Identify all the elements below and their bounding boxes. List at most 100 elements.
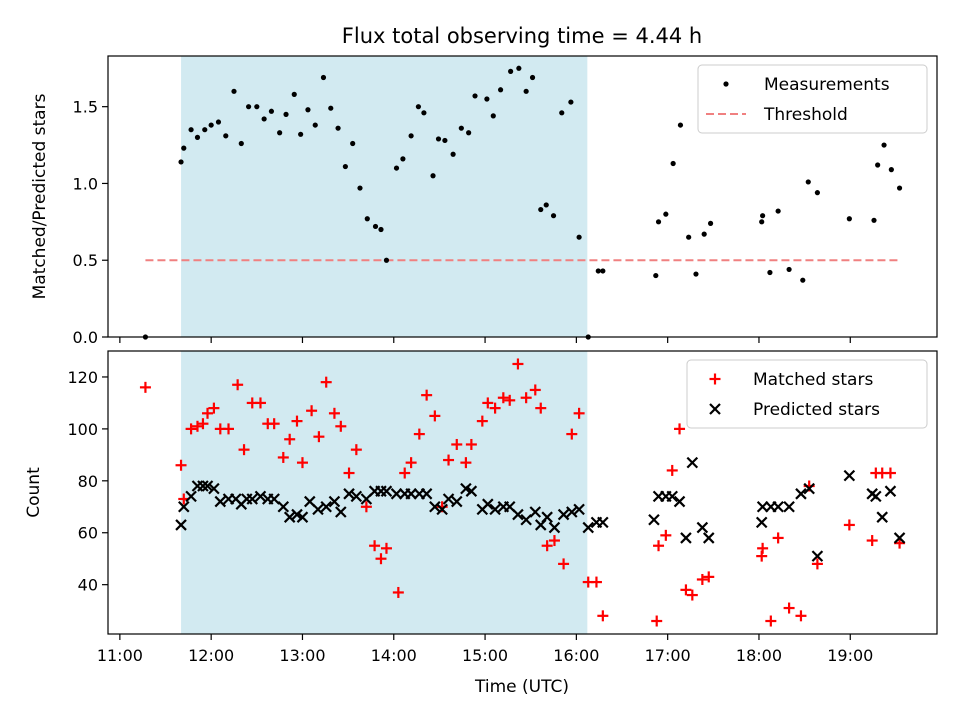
measurement-point [655, 219, 662, 225]
matched-star-point [811, 558, 823, 570]
matched-star-point [380, 542, 392, 554]
measurement-point [550, 213, 557, 219]
x-marker-b [566, 506, 578, 518]
y-axis-label: Count [24, 467, 44, 518]
measurement-point [516, 65, 522, 71]
measurement-point [800, 277, 806, 283]
predicted-star-point [696, 521, 709, 534]
measurement-point [466, 130, 472, 136]
measurement-point [408, 133, 414, 139]
x-marker-b [696, 521, 709, 534]
measurement-point [350, 140, 356, 147]
count-panel: 40 60 80 100 120 11:00 12:00 13:00 14:00 15:00 16:… [24, 350, 938, 665]
predicted-star-point [436, 503, 448, 516]
x-marker-b [268, 493, 280, 505]
predicted-star-point [529, 506, 542, 518]
predicted-star-point [870, 490, 882, 503]
matched-star-point [460, 457, 472, 469]
x-tick-label: 19:00 [827, 646, 873, 665]
predicted-star-point [442, 493, 455, 505]
measurement-point [767, 269, 773, 276]
x-tick-label: 11:00 [97, 646, 143, 665]
predicted-star-point [420, 488, 433, 500]
predicted-star-point [283, 511, 296, 523]
x-marker-b [420, 488, 433, 500]
series-matched-stars [139, 358, 906, 627]
predicted-star-point [573, 503, 585, 516]
measurement-point [277, 130, 283, 136]
matched-star-point [296, 457, 308, 469]
x-marker-b [283, 511, 296, 523]
matched-star-point [369, 540, 381, 552]
measurement-point [881, 142, 887, 148]
measurement-point [701, 231, 707, 237]
measurement-point [223, 133, 229, 139]
predicted-star-point [277, 501, 290, 513]
measurement-point [775, 208, 781, 214]
measurement-point [896, 185, 903, 191]
predicted-star-point [254, 490, 267, 503]
predicted-star-point [686, 456, 699, 469]
matched-star-point [696, 573, 708, 585]
matched-star-point [666, 464, 678, 476]
predicted-star-point [673, 495, 686, 508]
matched-star-point [680, 584, 692, 596]
y-tick-label: 80 [78, 472, 98, 491]
matched-star-point [335, 420, 347, 432]
measurement-point [393, 165, 400, 171]
matched-star-point [566, 428, 578, 440]
measurement-point [194, 134, 201, 140]
x-marker-b [230, 493, 242, 505]
matched-star-point [139, 381, 151, 393]
y-tick-label: 100 [67, 420, 98, 439]
matched-star-point [313, 431, 325, 443]
x-marker-b [442, 493, 455, 505]
predicted-star-point [541, 511, 553, 523]
predicted-star-point [566, 506, 578, 518]
shaded-observing-span [181, 56, 588, 337]
matched-star-point [597, 610, 609, 622]
x-marker-b [876, 511, 888, 523]
matched-star-point [429, 410, 441, 422]
matched-star-point [208, 402, 220, 414]
predicted-star-point [296, 511, 309, 523]
x-marker-b [328, 495, 341, 508]
measurement-point [291, 91, 297, 97]
matched-star-point [284, 433, 296, 445]
measurement-point [261, 116, 267, 122]
x-tick-label: 18:00 [736, 646, 782, 665]
x-marker-b [673, 495, 686, 508]
measurement-point [472, 93, 478, 99]
predicted-star-point [755, 516, 768, 529]
x-marker-b [648, 513, 660, 526]
matched-star-point [197, 418, 209, 430]
measurement-point [805, 179, 811, 185]
x-marker-b [208, 482, 220, 495]
measurement-point [786, 266, 792, 273]
measurement-point [208, 122, 214, 128]
measurement-point [663, 211, 669, 217]
y-tick-label: 0.5 [73, 251, 98, 270]
legend-matched-marker [709, 373, 721, 385]
matched-star-point [350, 444, 362, 456]
measurement-point [670, 160, 676, 167]
predicted-star-point [201, 480, 214, 492]
series-measurements [142, 65, 903, 340]
x-marker-b [755, 516, 768, 529]
x-marker-b [296, 511, 309, 523]
x-marker-b [489, 503, 501, 516]
matched-star-point [202, 407, 214, 419]
measurement-point [215, 119, 222, 125]
matched-star-point [238, 444, 250, 456]
measurement-point [435, 136, 442, 142]
predicted-star-point [648, 513, 660, 526]
measurement-point [846, 216, 852, 222]
x-marker-b [548, 521, 561, 534]
predicted-star-point [312, 503, 324, 516]
matched-star-point [866, 535, 878, 547]
x-marker-b [312, 503, 324, 516]
matched-star-point [223, 423, 235, 435]
measurement-point [178, 159, 184, 165]
x-marker-b [436, 503, 448, 516]
matched-star-point [703, 571, 715, 583]
